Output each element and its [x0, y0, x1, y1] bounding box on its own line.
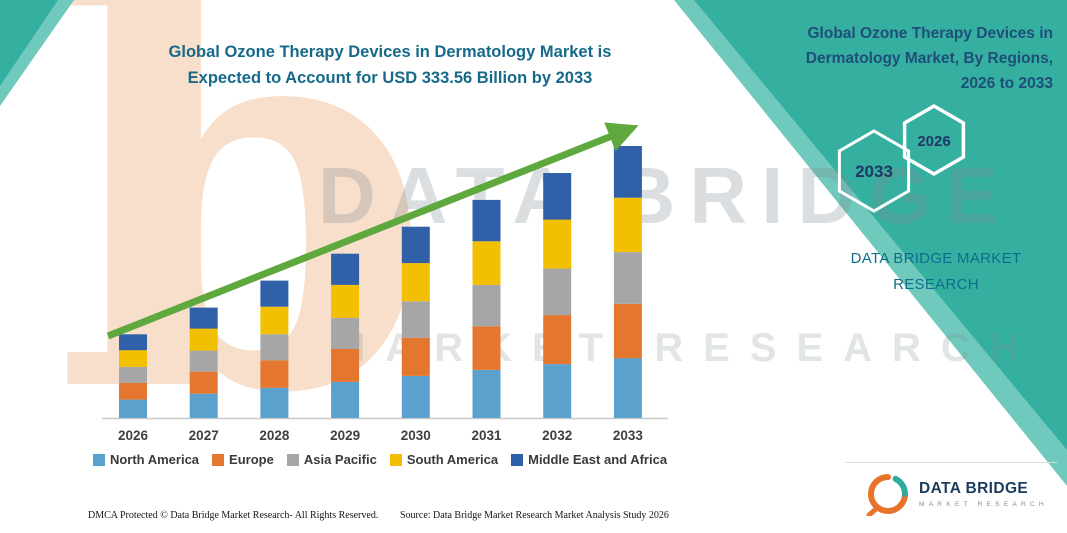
bar-segment: [401, 375, 430, 418]
bar-segment: [543, 219, 572, 269]
x-axis-labels: 2026 2027 2028 2029 2030 2031 2032 2033: [118, 428, 643, 443]
corner-triangle: [0, 0, 58, 86]
panel-brand-line1: DATA BRIDGE MARKET: [850, 250, 1022, 267]
bar-segment: [472, 241, 501, 285]
hexagon-2033-label: 2033: [855, 162, 893, 181]
legend-item: Asia Pacific: [286, 452, 377, 467]
bar-segment: [189, 328, 218, 351]
chart-title-line2: Expected to Account for USD 333.56 Billi…: [187, 68, 593, 87]
bar-segment: [260, 387, 289, 418]
logo-tagline: MARKET RESEARCH: [919, 501, 1048, 508]
bar-segment: [119, 350, 147, 367]
bar-segment: [260, 334, 289, 361]
legend-swatch: [212, 453, 225, 466]
bar-segment: [543, 364, 572, 418]
bar-segment: [331, 381, 360, 418]
trend-arrow: [106, 122, 639, 340]
hexagon-2026-label: 2026: [917, 133, 950, 150]
bar-segment: [119, 382, 147, 400]
x-axis-label: 2033: [613, 428, 644, 443]
legend-swatch: [511, 453, 524, 466]
bar-segment: [331, 317, 360, 349]
bar-segment: [260, 280, 289, 307]
bar-segment: [472, 370, 501, 418]
hexagon-2033: [837, 129, 911, 213]
chart-title: Global Ozone Therapy Devices in Dermatol…: [120, 40, 660, 91]
legend-swatch: [389, 453, 402, 466]
bar-segment: [401, 226, 430, 264]
watermark-text-1: DATA BRIDGE: [318, 151, 1013, 240]
x-axis-label: 2028: [259, 428, 290, 443]
bar-segment: [613, 358, 642, 418]
legend-label: North America: [109, 452, 200, 467]
bar-segment: [613, 197, 642, 253]
bar-segment: [119, 334, 147, 351]
bar-segment: [401, 263, 430, 302]
bar-segment: [260, 360, 289, 388]
x-axis-label: 2030: [401, 428, 431, 443]
bar-segment: [613, 146, 642, 198]
teal-diagonal-band: [694, 0, 1067, 450]
bar-segment: [543, 315, 572, 365]
panel-brand-line2: RESEARCH: [893, 276, 979, 294]
legend-swatch: [92, 453, 105, 466]
panel-heading-line1: Global Ozone Therapy Devices in: [807, 25, 1054, 42]
bar-segment: [189, 350, 218, 372]
legend-label: Europe: [229, 452, 274, 467]
legend-item: Europe: [212, 452, 274, 467]
footer-source-text: Source: Data Bridge Market Research Mark…: [400, 510, 669, 521]
bar-segment: [613, 252, 642, 304]
bar-segment: [119, 399, 147, 418]
bar-segment: [331, 284, 360, 318]
bar-segment: [543, 268, 572, 316]
chart-legend: North America Europe Asia Pacific South Ame…: [70, 452, 690, 467]
watermark-text-2: MARKET RESEARCH: [332, 326, 1039, 370]
legend-swatch: [286, 453, 299, 466]
bar-segment: [189, 307, 218, 329]
bar-segment: [260, 306, 289, 335]
x-axis-label: 2029: [330, 428, 360, 443]
bar-segment: [472, 284, 501, 327]
legend-label: Middle East and Africa: [528, 452, 668, 467]
legend-item: South America: [389, 452, 499, 467]
hexagon-2026: [902, 103, 966, 177]
panel-heading-line2: Dermatology Market, By Regions,: [805, 49, 1053, 67]
bar-segment: [189, 371, 218, 394]
bar-segment: [119, 367, 147, 383]
bar-segment: [401, 337, 430, 376]
stacked-bar-chart: 2026 2027 2028 2029 2030 2031 2032 2033: [102, 122, 668, 443]
x-axis-label: 2027: [189, 428, 219, 443]
bar-segment: [331, 349, 360, 382]
legend-label: South America: [406, 452, 499, 467]
chart-title-line1: Global Ozone Therapy Devices in Dermatol…: [168, 43, 612, 61]
x-axis-label: 2032: [542, 428, 572, 443]
x-axis-label: 2031: [471, 428, 502, 443]
bars-group: [119, 146, 642, 418]
x-axis-label: 2026: [118, 428, 149, 443]
bar-segment: [189, 393, 218, 418]
logo-name: DATA BRIDGE: [919, 480, 1029, 497]
legend-label: Asia Pacific: [303, 452, 377, 467]
bar-segment: [401, 301, 430, 338]
bar-segment: [543, 173, 572, 220]
bar-segment: [613, 303, 642, 359]
legend-item: North America: [92, 452, 200, 467]
bar-segment: [472, 326, 501, 370]
footer-dmca-text: DMCA Protected © Data Bridge Market Rese…: [88, 510, 379, 521]
bar-segment: [472, 199, 501, 242]
panel-heading-line3: 2026 to 2033: [960, 74, 1053, 92]
panel-brand: DATA BRIDGE MARKET RESEARCH: [806, 246, 1066, 299]
panel-heading: Global Ozone Therapy Devices in Dermatol…: [723, 22, 1053, 96]
company-logo: DATA BRIDGE MARKET RESEARCH: [866, 472, 1048, 516]
logo-text: DATA BRIDGE MARKET RESEARCH: [919, 480, 1048, 508]
legend-item: Middle East and Africa: [511, 452, 667, 467]
bar-segment: [331, 253, 360, 285]
logo-divider: [845, 462, 1057, 463]
data-bridge-logo-icon: [866, 474, 908, 516]
